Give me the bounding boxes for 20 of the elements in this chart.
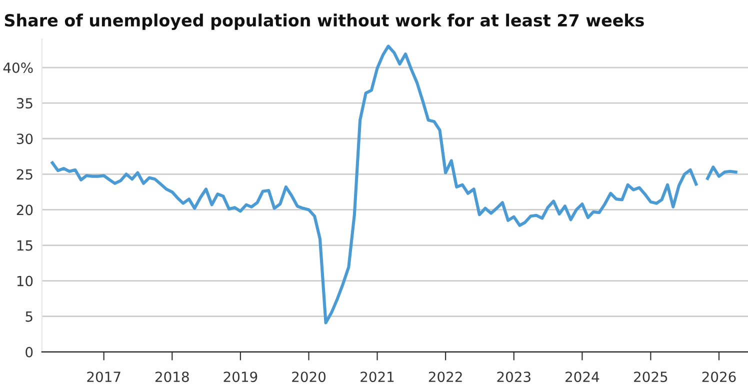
y-tick-label: 0 <box>26 346 33 358</box>
y-tick-label: 30 <box>16 134 33 144</box>
x-tick-label: 2026 <box>702 372 736 382</box>
y-tick-label: 40% <box>3 62 33 74</box>
x-tick-label: 2018 <box>155 372 189 382</box>
x-tick-label: 2022 <box>428 372 462 382</box>
y-tick-label: 35 <box>16 98 32 109</box>
y-tick-label: 20 <box>16 204 33 216</box>
x-tick-label: 2019 <box>224 372 258 382</box>
chart-title: Share of unemployed population without work for at least 27 weeks <box>4 14 644 30</box>
y-tick-label: 25 <box>16 169 32 180</box>
x-tick-label: 2023 <box>497 372 530 382</box>
x-tick-label: 2017 <box>87 372 120 382</box>
y-tick-label: 15 <box>17 240 32 251</box>
y-tick-label: 5 <box>26 312 32 322</box>
x-tick-label: 2025 <box>634 372 668 382</box>
x-tick-label: 2024 <box>566 372 600 382</box>
x-tick-label: 2021 <box>360 372 394 382</box>
y-tick-label: 10 <box>17 276 33 286</box>
x-tick-label: 2020 <box>292 372 326 382</box>
